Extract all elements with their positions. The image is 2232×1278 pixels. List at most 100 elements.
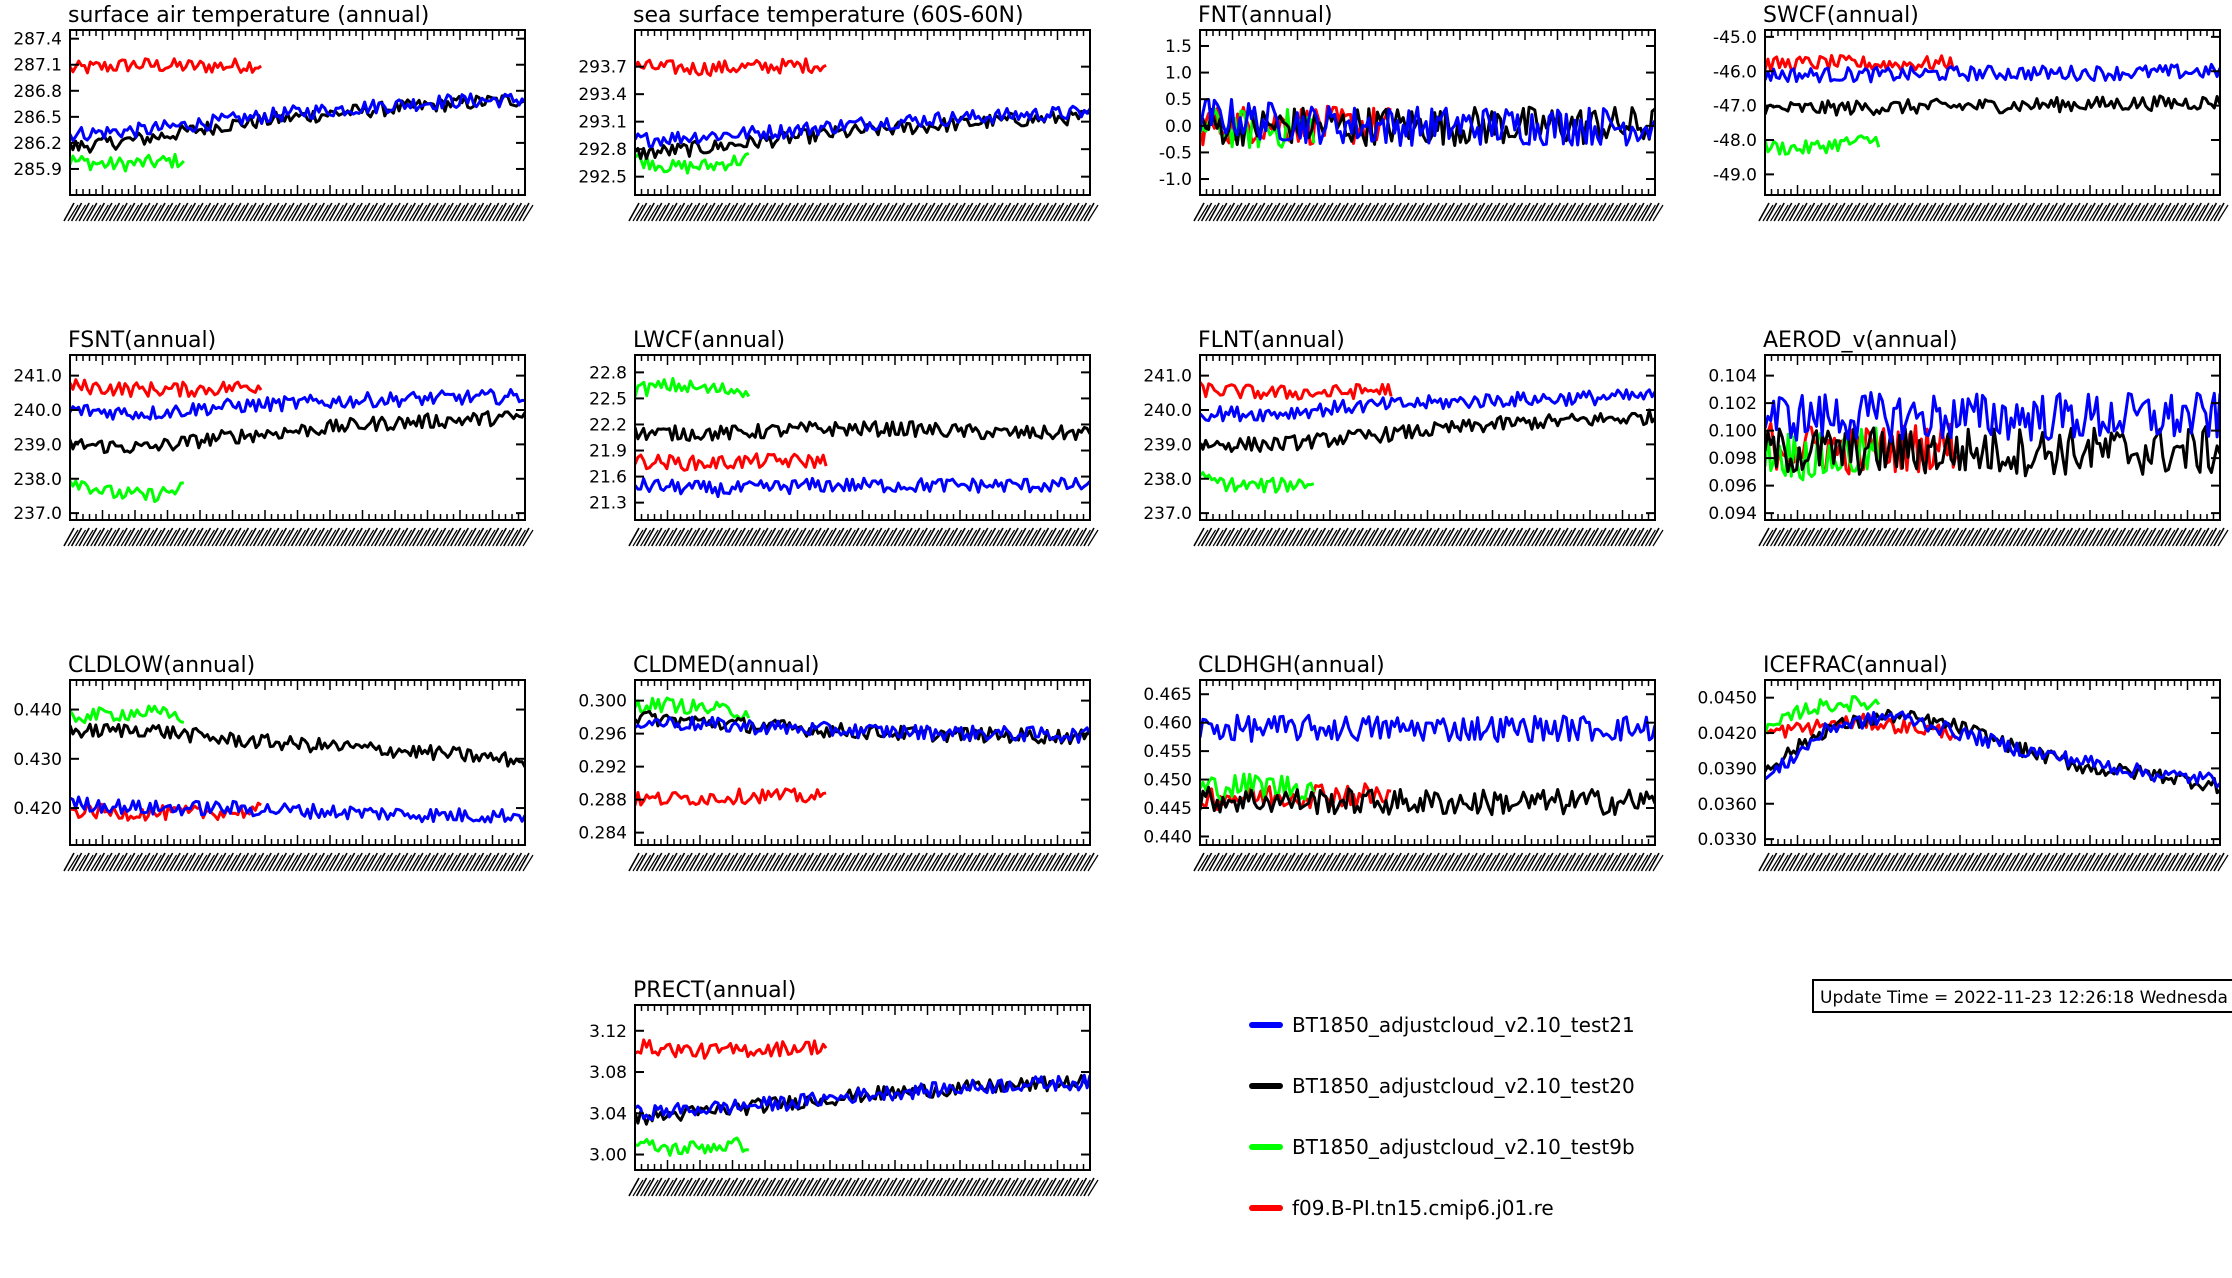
x-tick-label-mark [378,854,390,872]
x-tick-label-mark [476,529,489,547]
x-tick-label-mark [1534,852,1546,872]
x-tick-label-mark [666,527,678,547]
x-tick-label-mark [1034,529,1046,547]
series-line-test9b [1765,695,1881,735]
x-tick-label-mark [396,202,409,222]
x-tick-label-mark [2099,852,2111,872]
x-tick-label-mark [795,202,807,222]
x-tick-label-mark [1792,854,1804,872]
y-tick-label: 0.100 [1708,422,1757,442]
x-tick-label-mark [632,1179,644,1197]
x-tick-label-mark [1462,204,1474,222]
y-tick-label: 0.300 [578,692,627,712]
x-tick-label-mark [298,852,310,872]
x-tick-label-mark [822,1179,834,1197]
x-tick-label-mark [1238,852,1251,872]
x-tick-label-mark [112,204,125,222]
x-tick-label-mark [768,1179,781,1197]
x-tick-label-mark [499,529,511,547]
x-tick-label-mark [643,1177,655,1197]
x-tick-label-mark [2209,854,2221,872]
x-tick-label-mark [2171,204,2184,222]
x-tick-label-mark [1970,527,1983,547]
x-tick-label-mark [977,527,989,547]
x-tick-label-mark [1258,529,1270,547]
x-tick-label-mark [355,204,367,222]
x-tick-label-mark [1489,852,1501,872]
x-tick-label-mark [1985,202,1998,222]
series-line-test9b [1765,134,1881,156]
x-tick-label-mark [666,1177,678,1197]
x-tick-label-mark [822,204,834,222]
x-tick-label-mark [416,854,428,872]
x-tick-label-mark [1792,529,1804,547]
x-tick-label-mark [1830,529,1842,547]
x-tick-label-mark [1205,204,1217,222]
x-tick-label-mark [1644,854,1656,872]
x-tick-label-mark [913,1179,925,1197]
x-tick-label-mark [1838,854,1850,872]
x-tick-label-mark [1546,854,1558,872]
x-tick-label-mark [1360,202,1372,222]
x-tick-label-mark [465,527,477,547]
x-tick-label-mark [487,527,500,547]
x-tick-label-mark [1322,527,1334,547]
x-tick-label-mark [935,529,947,547]
x-tick-label-mark [2182,852,2195,872]
x-tick-label-mark [1049,1179,1061,1197]
x-tick-label-mark [1269,527,1281,547]
x-tick-label-mark [658,852,671,872]
x-tick-label-mark [1526,202,1539,222]
x-tick-label-mark [272,854,284,872]
x-tick-label-mark [1815,529,1827,547]
x-tick-label-mark [161,202,174,222]
x-tick-label-mark [1072,854,1084,872]
y-tick-label: -48.0 [1713,131,1757,151]
x-tick-label-mark [427,202,439,222]
x-tick-label-mark [313,852,325,872]
x-tick-label-mark [1004,529,1016,547]
x-tick-label-mark [86,852,98,872]
panel-title: ICEFRAC(annual) [1763,653,1948,678]
x-tick-label-mark [150,204,162,222]
x-tick-label-mark [1947,202,1960,222]
x-tick-label-mark [2046,527,2058,547]
x-tick-label-mark [260,852,272,872]
x-tick-label-mark [1534,527,1546,547]
x-tick-label-mark [1435,202,1448,222]
x-tick-label-mark [1652,204,1664,222]
x-tick-label-mark [423,854,435,872]
x-tick-label-mark [1394,204,1406,222]
x-tick-label-mark [2198,852,2210,872]
x-tick-label-mark [1060,852,1072,872]
x-tick-label-mark [1883,204,1895,222]
x-tick-label-mark [1614,854,1626,872]
x-tick-label-mark [1420,852,1433,872]
x-tick-label-mark [143,854,155,872]
x-tick-label-mark [2156,204,2168,222]
x-tick-label-mark [753,1179,765,1197]
y-tick-label: 0.430 [13,750,62,770]
x-tick-label-mark [2076,852,2089,872]
x-tick-label-mark [2187,204,2199,222]
x-tick-label-mark [890,204,902,222]
x-tick-label-mark [1625,852,1637,872]
x-tick-label-mark [916,202,928,222]
x-tick-label-mark [1235,204,1247,222]
x-tick-label-mark [70,852,83,872]
x-tick-label-mark [131,202,143,222]
x-tick-label-mark [1826,202,1838,222]
x-tick-label-mark [779,202,792,222]
x-tick-label-mark [328,202,341,222]
x-tick-label-mark [1291,202,1304,222]
x-tick-label-mark [1485,204,1497,222]
x-tick-label-mark [1326,204,1338,222]
x-tick-label-mark [711,527,724,547]
x-tick-label-mark [1777,854,1789,872]
x-tick-label-mark [886,202,898,222]
x-tick-label-mark [2091,527,2104,547]
x-tick-label-mark [749,1177,762,1197]
x-tick-label-mark [764,527,777,547]
x-tick-label-mark [1333,854,1346,872]
